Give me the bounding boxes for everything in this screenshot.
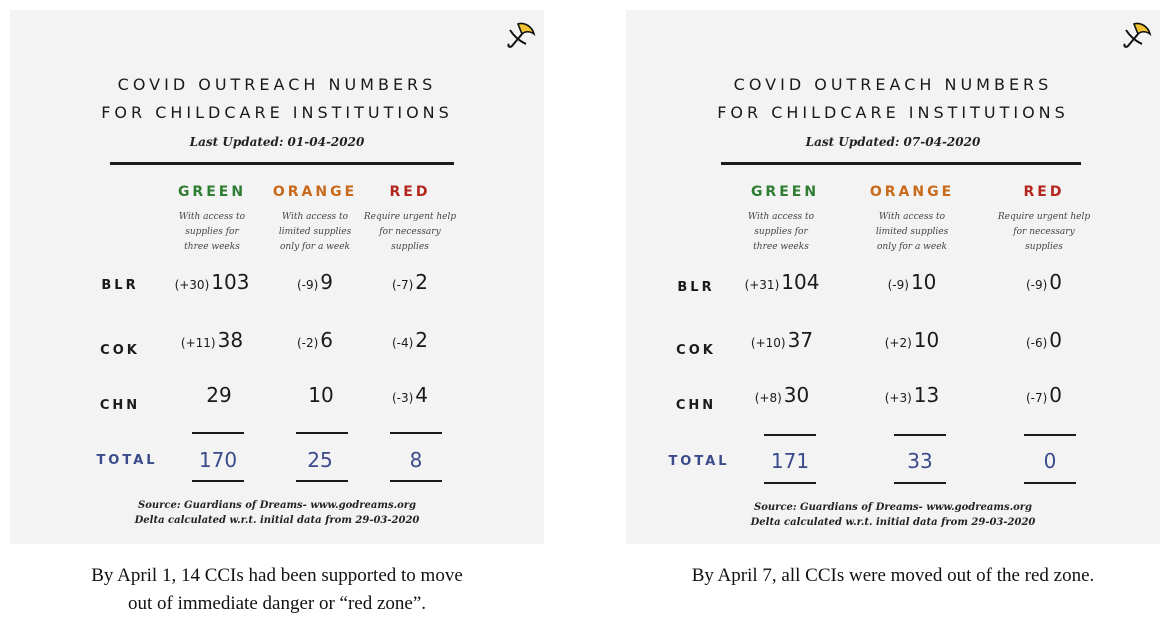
column-orange-header: ORANGE <box>272 184 358 200</box>
cell-cok-orange: (-2) 6 <box>296 328 334 352</box>
last-updated: Last Updated: 07-04-2020 <box>805 135 981 149</box>
infographic-title-line1: COVID OUTREACH NUMBERS <box>733 75 1053 94</box>
column-green-header: GREEN <box>177 184 247 200</box>
row-label-cok: COK <box>100 343 140 358</box>
cell-chn-red: (-7) 0 <box>1025 383 1063 407</box>
total-orange: 25 <box>307 448 333 472</box>
cell-blr-red: (-9) 0 <box>1025 270 1063 294</box>
source-note: Source: Guardians of Dreams- www.godream… <box>137 500 417 511</box>
umbrella-icon <box>507 22 536 48</box>
total-divider <box>296 432 348 434</box>
cell-chn-orange: (+3) 13 <box>884 383 940 407</box>
total-divider <box>1024 434 1076 436</box>
total-underline <box>894 482 946 484</box>
column-red-description: Require urgent help for necessary supplies <box>363 212 457 252</box>
cell-blr-green: (+30) 103 <box>174 270 250 294</box>
total-divider <box>390 432 442 434</box>
row-label-chn: CHN <box>675 398 717 413</box>
cell-chn-red: (-3) 4 <box>391 383 429 407</box>
total-red: 0 <box>1043 449 1057 473</box>
total-underline <box>296 480 348 482</box>
source-note: Source: Guardians of Dreams- www.godream… <box>753 502 1033 513</box>
header-divider <box>721 162 1081 165</box>
total-divider <box>764 434 816 436</box>
column-orange-description: With access to limited supplies only for a… <box>278 212 352 252</box>
column-orange-description: With access to limited supplies only for a… <box>875 212 949 252</box>
column-red-header: RED <box>1023 184 1065 200</box>
cell-chn-green: 29 <box>206 383 232 407</box>
infographic-title-line2: FOR CHILDCARE INSTITUTIONS <box>717 103 1069 122</box>
column-red-description: Require urgent help for necessary supplies <box>997 212 1091 252</box>
total-orange: 33 <box>907 449 933 473</box>
infographic-title-line1: COVID OUTREACH NUMBERS <box>117 75 437 94</box>
total-label: TOTAL <box>668 454 730 469</box>
total-green: 171 <box>770 449 810 473</box>
header-divider <box>110 162 454 165</box>
total-underline <box>192 480 244 482</box>
row-label-cok: COK <box>676 343 716 358</box>
cell-cok-orange: (+2) 10 <box>884 328 940 352</box>
total-green: 170 <box>198 448 238 472</box>
total-divider <box>192 432 244 434</box>
infographic-title-line2: FOR CHILDCARE INSTITUTIONS <box>101 103 453 122</box>
row-label-chn: CHN <box>99 398 141 413</box>
total-underline <box>390 480 442 482</box>
cell-cok-green: (+10) 37 <box>750 328 814 352</box>
row-label-blr: BLR <box>677 280 715 295</box>
delta-note: Delta calculated w.r.t. initial data fro… <box>750 517 1036 528</box>
column-green-header: GREEN <box>750 184 820 200</box>
cell-blr-orange: (-9) 9 <box>296 270 334 294</box>
cell-cok-red: (-4) 2 <box>391 328 429 352</box>
cell-blr-orange: (-9) 10 <box>887 270 937 294</box>
total-underline <box>1024 482 1076 484</box>
column-red-header: RED <box>389 184 431 200</box>
column-orange-header: ORANGE <box>869 184 955 200</box>
total-divider <box>894 434 946 436</box>
total-underline <box>764 482 816 484</box>
delta-note: Delta calculated w.r.t. initial data fro… <box>134 515 420 526</box>
total-red: 8 <box>409 448 423 472</box>
umbrella-icon <box>1123 22 1152 48</box>
infographic-april-7: COVID OUTREACH NUMBERS FOR CHILDCARE INS… <box>626 10 1160 544</box>
row-label-blr: BLR <box>101 278 139 293</box>
cell-cok-red: (-6) 0 <box>1025 328 1063 352</box>
infographic-april-1: COVID OUTREACH NUMBERS FOR CHILDCARE INS… <box>10 10 544 544</box>
column-green-description: With access to supplies for three weeks <box>747 212 815 252</box>
caption-april-7: By April 7, all CCIs were moved out of t… <box>691 565 1095 586</box>
cell-chn-green: (+8) 30 <box>754 383 810 407</box>
column-green-description: With access to supplies for three weeks <box>178 212 246 252</box>
caption-april-1: By April 1, 14 CCIs had been supported t… <box>91 565 463 614</box>
last-updated: Last Updated: 01-04-2020 <box>189 135 365 149</box>
total-label: TOTAL <box>96 453 158 468</box>
cell-chn-orange: 10 <box>308 383 334 407</box>
cell-blr-green: (+31) 104 <box>744 270 820 294</box>
cell-cok-green: (+11) 38 <box>180 328 244 352</box>
cell-blr-red: (-7) 2 <box>391 270 429 294</box>
